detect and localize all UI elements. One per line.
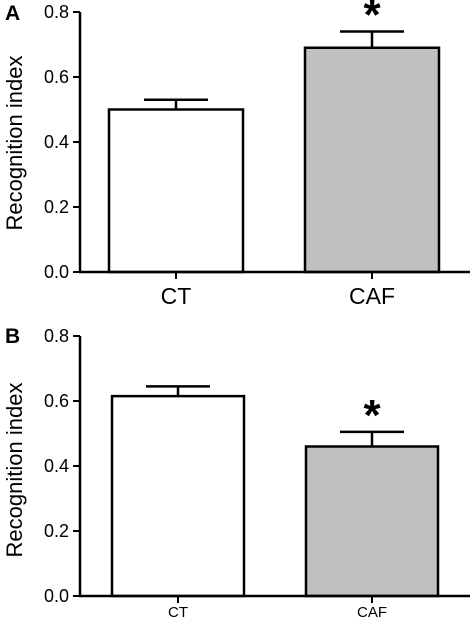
y-tick-label: 0.6 xyxy=(44,391,69,411)
panel-a: A Recognition index 0.0 0.2 0.4 0.6 0.8 CT * CAF xyxy=(2,0,470,309)
y-axis-label: Recognition index xyxy=(2,56,27,231)
y-tick-label: 0.6 xyxy=(44,67,69,87)
x-tick-label-ct: CT xyxy=(161,283,192,309)
y-axis-label: Recognition index xyxy=(2,383,27,558)
bar-caf xyxy=(303,46,441,274)
x-tick-label-ct: CT xyxy=(168,604,188,621)
y-tick-label: 0.2 xyxy=(44,521,69,541)
bar-ct xyxy=(107,108,245,274)
y-tick-label: 0.4 xyxy=(44,456,69,476)
y-tick-label: 0.8 xyxy=(44,2,69,22)
x-tick-label-caf: CAF xyxy=(357,604,387,621)
y-tick-label: 0.0 xyxy=(44,586,69,606)
bar-caf xyxy=(304,445,440,598)
panel-letter: B xyxy=(5,325,20,348)
y-tick-label: 0.0 xyxy=(44,262,69,282)
significance-star: * xyxy=(363,0,381,40)
y-tick-label: 0.4 xyxy=(44,132,69,152)
panel-letter: A xyxy=(5,2,20,25)
y-tick-label: 0.2 xyxy=(44,197,69,217)
y-tick-label: 0.8 xyxy=(44,326,69,346)
bar-ct xyxy=(110,394,246,598)
significance-star: * xyxy=(363,391,381,440)
panel-b: B Recognition index 0.0 0.2 0.4 0.6 0.8 CT * CAF xyxy=(2,325,470,621)
x-tick-label-caf: CAF xyxy=(349,283,395,309)
